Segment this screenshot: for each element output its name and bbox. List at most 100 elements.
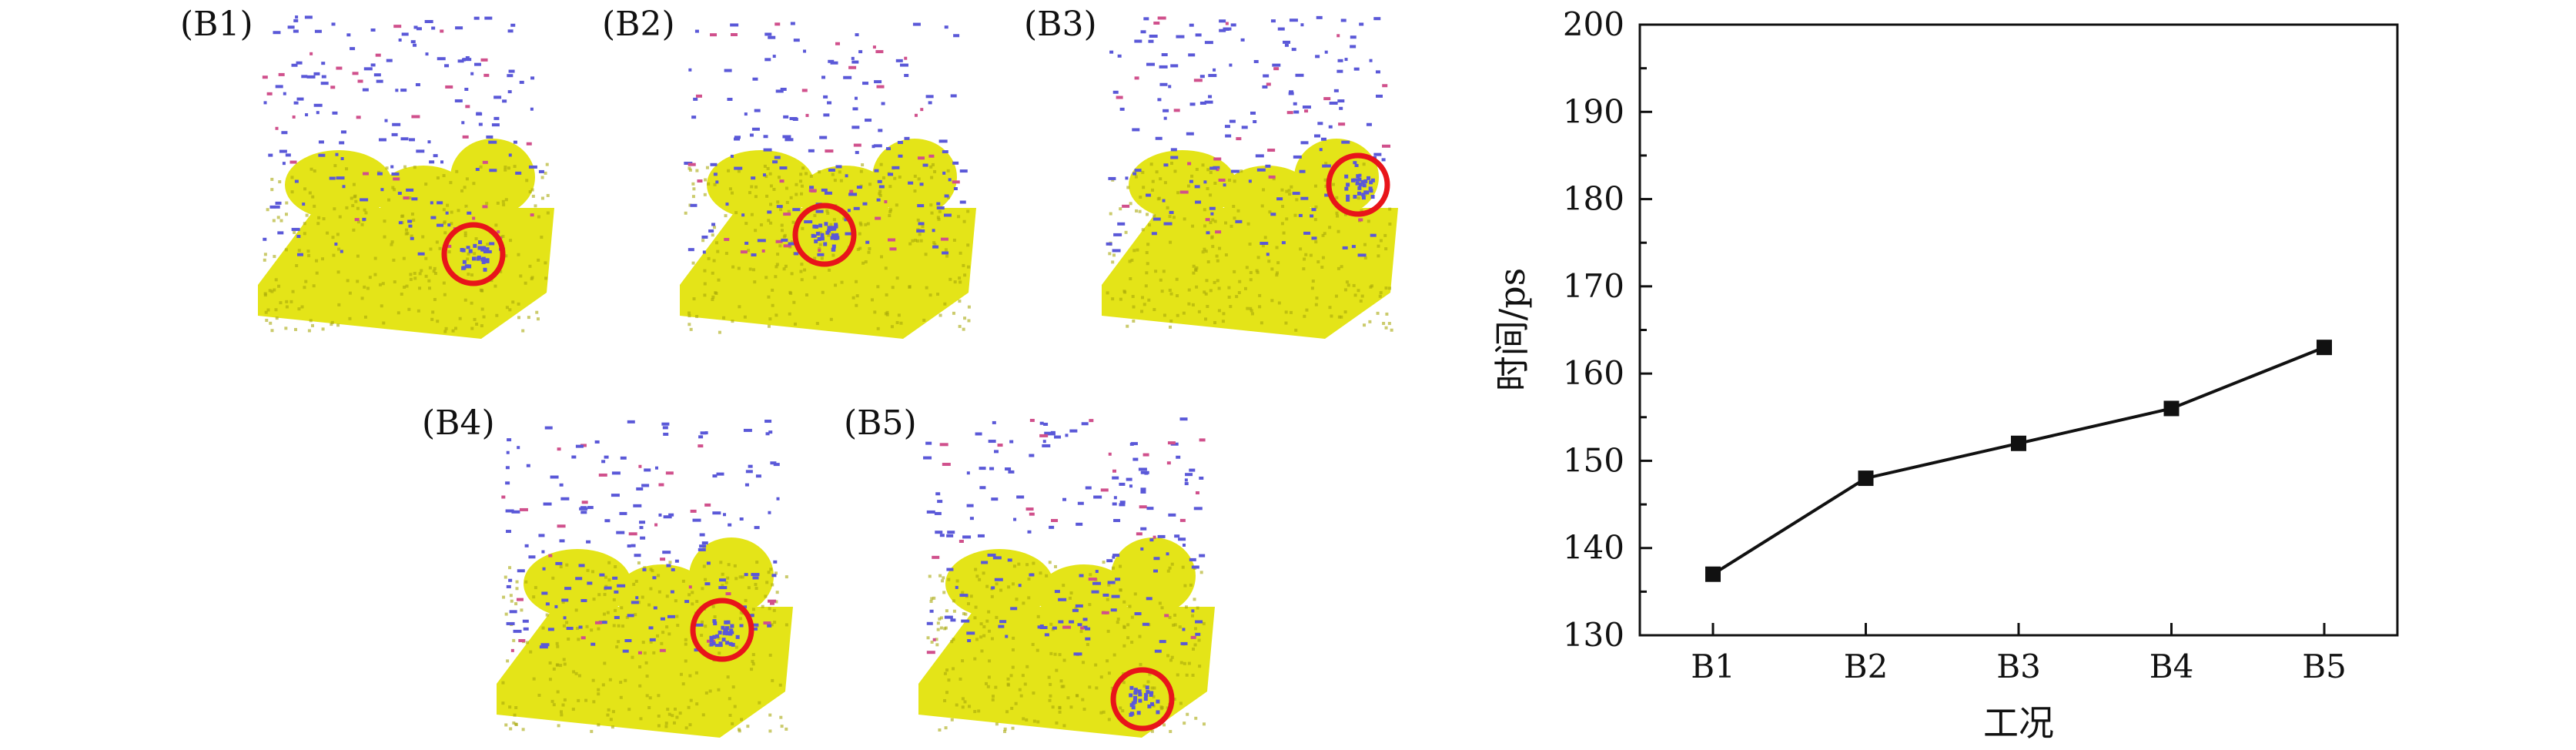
particle bbox=[730, 23, 739, 27]
substrate-texture bbox=[775, 591, 779, 594]
particle bbox=[1323, 97, 1331, 101]
substrate-texture bbox=[308, 191, 312, 195]
substrate-texture bbox=[572, 670, 576, 674]
substrate-texture bbox=[480, 307, 484, 311]
substrate-texture bbox=[1202, 621, 1206, 625]
substrate-texture bbox=[801, 166, 805, 170]
substrate-texture bbox=[1192, 264, 1196, 268]
particle bbox=[1350, 45, 1357, 49]
particle bbox=[776, 497, 780, 501]
particle bbox=[751, 623, 759, 627]
substrate-texture bbox=[779, 208, 783, 212]
substrate-texture bbox=[1176, 313, 1179, 317]
particle bbox=[988, 440, 996, 444]
substrate-texture bbox=[790, 272, 794, 276]
particle bbox=[1215, 230, 1222, 234]
particle bbox=[1295, 73, 1304, 77]
substrate-texture bbox=[774, 265, 778, 269]
substrate-texture bbox=[356, 254, 360, 258]
particle bbox=[454, 99, 463, 102]
particle bbox=[1140, 490, 1146, 494]
particle bbox=[410, 236, 414, 240]
substrate-texture bbox=[363, 285, 366, 289]
substrate-texture bbox=[1062, 658, 1066, 662]
particle bbox=[1324, 50, 1328, 54]
particle bbox=[687, 162, 696, 166]
particle bbox=[397, 192, 402, 196]
data-point-marker bbox=[1858, 470, 1874, 487]
substrate-texture bbox=[750, 668, 754, 671]
substrate-texture bbox=[692, 297, 696, 301]
particle bbox=[611, 471, 621, 475]
particle bbox=[874, 169, 879, 172]
particle bbox=[1079, 574, 1084, 578]
particle bbox=[828, 168, 835, 172]
substrate-texture bbox=[933, 243, 937, 246]
substrate-texture bbox=[1119, 706, 1122, 710]
particle-cluster bbox=[1357, 186, 1362, 190]
substrate-texture bbox=[754, 583, 758, 587]
particle bbox=[1193, 79, 1203, 82]
particle-cluster bbox=[1346, 197, 1350, 202]
substrate-texture bbox=[1049, 682, 1052, 686]
particle bbox=[395, 89, 399, 92]
particle bbox=[624, 638, 632, 642]
particle bbox=[939, 534, 945, 537]
substrate-texture bbox=[701, 239, 705, 243]
particle bbox=[1319, 148, 1323, 152]
substrate-texture bbox=[1126, 186, 1130, 189]
particle bbox=[701, 541, 708, 545]
substrate-texture bbox=[1079, 629, 1083, 633]
substrate-texture bbox=[1363, 243, 1367, 246]
particle bbox=[289, 160, 297, 164]
particle bbox=[1219, 28, 1226, 32]
particle bbox=[888, 172, 894, 176]
substrate-texture bbox=[717, 636, 721, 640]
substrate-texture bbox=[373, 273, 377, 276]
substrate-texture bbox=[1025, 665, 1029, 668]
particle bbox=[1293, 155, 1302, 159]
particle bbox=[1256, 168, 1266, 172]
particle bbox=[937, 500, 943, 504]
substrate-texture bbox=[840, 280, 844, 284]
substrate-texture bbox=[855, 280, 858, 283]
substrate-texture bbox=[1128, 604, 1132, 608]
substrate-texture bbox=[270, 329, 274, 333]
substrate-texture bbox=[1229, 224, 1233, 228]
substrate-texture bbox=[713, 226, 717, 229]
substrate-texture bbox=[985, 619, 989, 623]
particle bbox=[545, 602, 550, 606]
substrate-texture bbox=[606, 713, 610, 717]
particle bbox=[724, 69, 732, 72]
particle bbox=[763, 621, 771, 625]
substrate-texture bbox=[508, 308, 512, 312]
particle bbox=[524, 544, 529, 547]
substrate-texture bbox=[721, 572, 724, 576]
particle bbox=[698, 435, 704, 439]
particle bbox=[1117, 54, 1122, 58]
particle bbox=[406, 188, 414, 192]
particle-cluster bbox=[1143, 696, 1148, 701]
particle bbox=[444, 64, 450, 68]
substrate-texture bbox=[465, 177, 469, 181]
substrate-texture bbox=[985, 681, 989, 685]
particle bbox=[356, 116, 361, 119]
particle bbox=[773, 463, 780, 467]
substrate-texture bbox=[1248, 243, 1252, 246]
particle bbox=[1225, 134, 1232, 138]
particle-cluster bbox=[823, 242, 828, 246]
substrate-texture bbox=[525, 179, 529, 182]
substrate-texture bbox=[688, 168, 692, 172]
particle bbox=[1203, 180, 1207, 184]
substrate-texture bbox=[1215, 254, 1219, 258]
substrate-texture bbox=[744, 598, 748, 602]
particle bbox=[659, 648, 666, 652]
particle bbox=[862, 202, 868, 206]
particle bbox=[1029, 418, 1035, 422]
particle bbox=[916, 229, 925, 233]
substrate-texture bbox=[778, 176, 781, 179]
particle bbox=[362, 172, 369, 176]
substrate-texture bbox=[945, 254, 949, 258]
substrate-texture bbox=[979, 622, 983, 626]
substrate-texture bbox=[769, 203, 773, 206]
